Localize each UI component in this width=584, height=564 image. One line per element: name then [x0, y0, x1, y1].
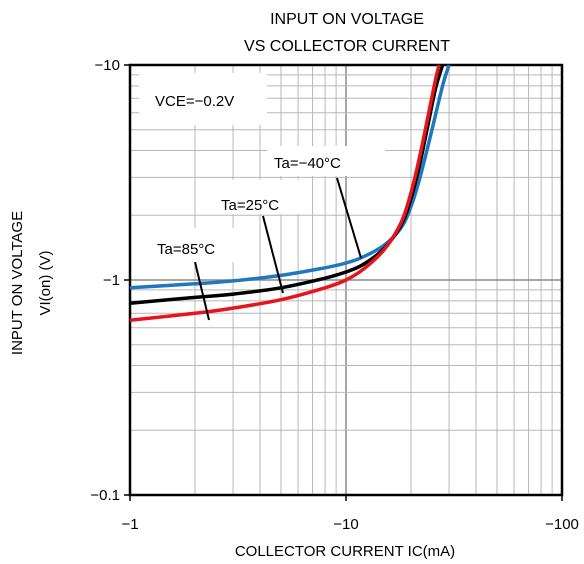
grid [130, 65, 562, 495]
tick-labels: −1 −10 −100−10−1−0.1 [90, 57, 579, 533]
series-lines [129, 64, 451, 322]
x-tick-label: −10 [333, 516, 358, 533]
series-line-85 [129, 64, 441, 322]
x-tick-label: −100 [545, 516, 579, 533]
chart-title-line-1: INPUT ON VOLTAGE [270, 11, 424, 28]
series-label-85: Ta=85°C [157, 241, 215, 258]
y-axis-label-line-2: VI(on) (V) [37, 250, 54, 315]
y-tick-label: −1 [103, 272, 120, 289]
y-tick-label: −10 [95, 57, 120, 74]
annotation-vce: VCE=−0.2V [155, 93, 234, 110]
leader-line-85 [194, 261, 210, 321]
y-axis-label-line-1: INPUT ON VOLTAGE [9, 211, 26, 355]
series-label-group-25: Ta=25°C [196, 180, 304, 294]
leader-line-minus40 [336, 177, 362, 259]
series-label-minus40: Ta=−40°C [274, 155, 341, 172]
leader-line-25 [262, 215, 284, 294]
annotation-box: VCE=−0.2V [139, 73, 267, 125]
series-label-25: Ta=25°C [221, 197, 279, 214]
y-tick-label: −0.1 [90, 487, 120, 504]
series-label-group-minus40: Ta=−40°C [267, 146, 385, 259]
x-axis-label: COLLECTOR CURRENT IC(mA) [235, 543, 455, 560]
x-tick-label: −1 [121, 516, 138, 533]
series-line-minus40 [129, 64, 451, 290]
chart-title-line-2: VS COLLECTOR CURRENT [244, 38, 450, 55]
series-label-group-85: Ta=85°C [146, 228, 236, 321]
